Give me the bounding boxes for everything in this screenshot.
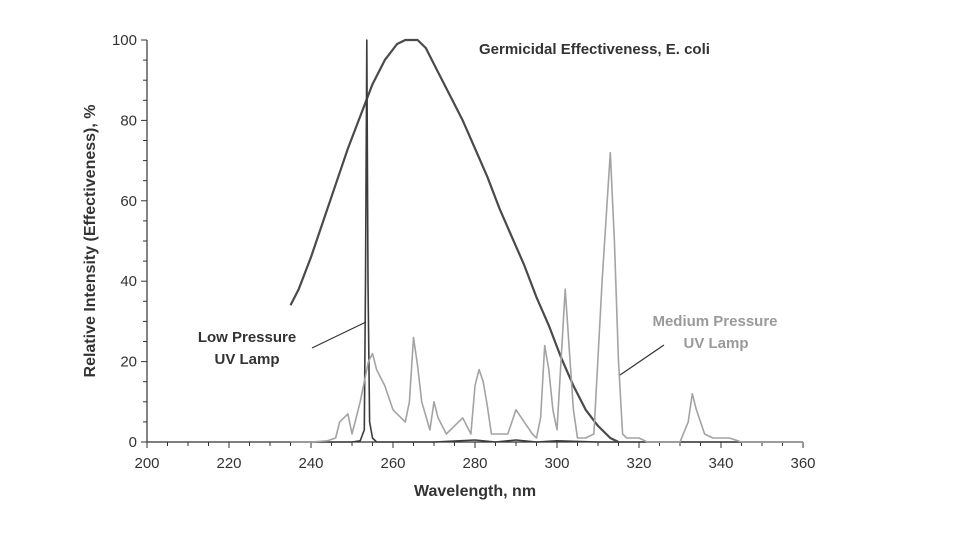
chart-title: Germicidal Effectiveness, E. coli [479, 41, 710, 58]
annotation-medium-pressure-line1: Medium Pressure [652, 313, 777, 330]
annotation-low-pressure-leader [311, 321, 367, 349]
chart-axes: 200 220 240 260 280 300 320 340 360 0 20 40 60 80 100 [112, 32, 816, 472]
x-tick-label: 360 [790, 455, 815, 472]
x-tick-label: 340 [708, 455, 733, 472]
x-tick-label: 220 [216, 455, 241, 472]
x-tick-label: 300 [544, 455, 569, 472]
annotation-low-pressure-line2: UV Lamp [214, 351, 279, 368]
annotation-medium-pressure: Medium Pressure UV Lamp [619, 313, 778, 376]
annotation-medium-pressure-line2: UV Lamp [683, 335, 748, 352]
x-tick-label: 200 [134, 455, 159, 472]
y-axis-label: Relative Intensity (Effectiveness), % [82, 105, 99, 378]
y-tick-label: 20 [120, 354, 137, 371]
annotation-low-pressure: Low Pressure UV Lamp [198, 321, 367, 368]
y-tick-label: 100 [112, 32, 137, 49]
series-line-low-pressure [290, 39, 803, 443]
annotation-low-pressure-line1: Low Pressure [198, 329, 296, 346]
series-line-effectiveness [289, 38, 619, 443]
chart-series-layer [289, 38, 803, 443]
y-tick-label: 0 [129, 434, 137, 451]
x-tick-label: 240 [298, 455, 323, 472]
series-line-medium-pressure [290, 151, 803, 443]
x-tick-label: 320 [626, 455, 651, 472]
x-axis-label: Wavelength, nm [414, 483, 536, 500]
y-tick-label: 60 [120, 193, 137, 210]
y-tick-label: 40 [120, 273, 137, 290]
x-tick-label: 260 [380, 455, 405, 472]
y-tick-label: 80 [120, 112, 137, 129]
annotation-medium-pressure-leader [619, 344, 665, 376]
x-tick-label: 280 [462, 455, 487, 472]
